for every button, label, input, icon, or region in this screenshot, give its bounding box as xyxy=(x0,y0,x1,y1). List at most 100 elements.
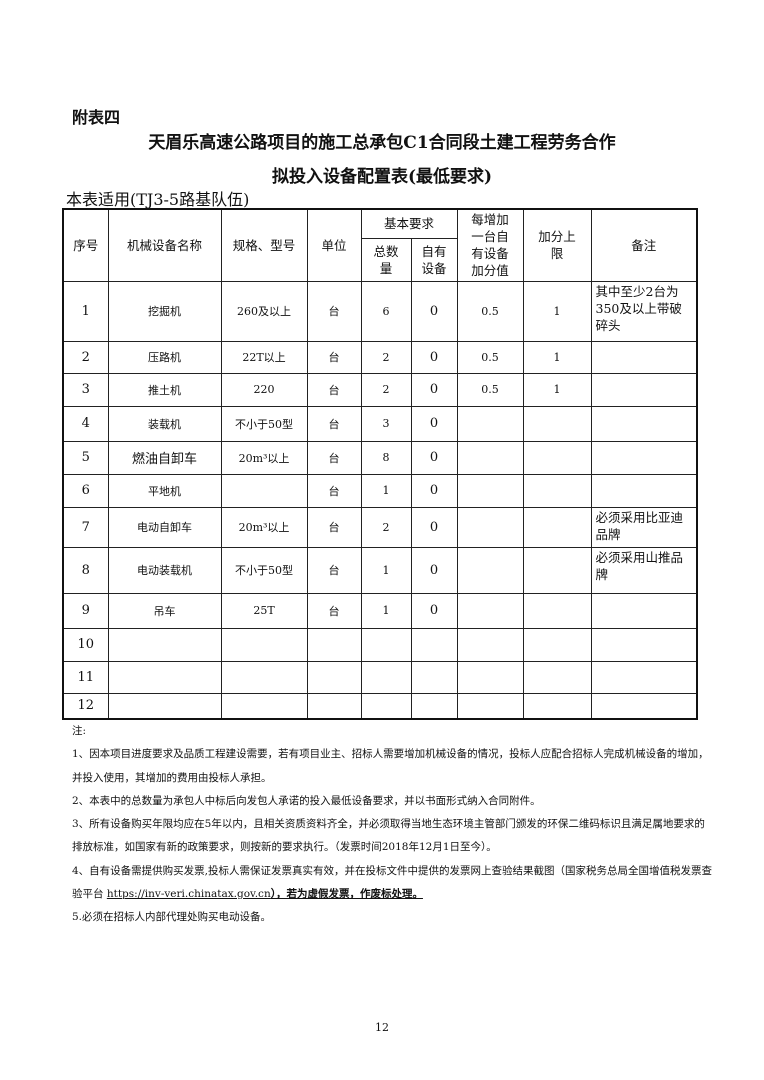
cell-unit: 台 xyxy=(306,473,362,508)
table-row: 6 平地机 台 1 0 xyxy=(62,473,698,508)
cell-unit: 台 xyxy=(306,506,362,548)
cell-spec: 260及以上 xyxy=(220,280,308,342)
cell-cap xyxy=(522,473,592,508)
cell-remark: 必须采用比亚迪品牌 xyxy=(590,506,698,548)
cell-remark xyxy=(590,405,698,442)
header-basic: 基本要求 xyxy=(360,208,458,239)
note-4-warning: ），若为虚假发票，作废标处理。 xyxy=(270,888,423,901)
table-row: 3 推土机 220 台 2 0 0.5 1 xyxy=(62,372,698,407)
cell-total: 6 xyxy=(360,280,412,342)
cell-unit xyxy=(306,692,362,720)
cell-cap xyxy=(522,405,592,442)
cell-unit: 台 xyxy=(306,405,362,442)
page-number: 12 xyxy=(375,1021,389,1034)
cell-total: 2 xyxy=(360,340,412,374)
cell-own: 0 xyxy=(410,506,458,548)
cell-bonus xyxy=(456,405,524,442)
cell-bonus xyxy=(456,440,524,475)
cell-bonus xyxy=(456,660,524,694)
cell-bonus: 0.5 xyxy=(456,340,524,374)
cell-spec xyxy=(220,627,308,662)
title-line-1: 天眉乐高速公路项目的施工总承包C1合同段土建工程劳务合作 xyxy=(148,133,616,153)
cell-own: 0 xyxy=(410,440,458,475)
cell-spec: 不小于50型 xyxy=(220,405,308,442)
cell-no: 9 xyxy=(62,592,109,629)
cell-name: 装载机 xyxy=(107,405,222,442)
table-row: 11 xyxy=(62,660,698,694)
header-own: 自有设备 xyxy=(410,237,458,282)
table-row: 9 吊车 25T 台 1 0 xyxy=(62,592,698,629)
note-4-text: 4、自有设备需提供购买发票,投标人需保证发票真实有效，并在投标文件中提供的发票网… xyxy=(72,864,713,901)
cell-no: 4 xyxy=(62,405,109,442)
cell-cap xyxy=(522,506,592,548)
cell-bonus: 0.5 xyxy=(456,372,524,407)
cell-unit: 台 xyxy=(306,592,362,629)
equipment-table: 序号 机械设备名称 规格、型号 单位 基本要求 每增加一台自有设备加分值 加分上… xyxy=(62,208,698,720)
cell-no: 12 xyxy=(62,692,109,720)
table-row: 12 xyxy=(62,692,698,720)
note-5: 5.必须在招标人内部代理处购买电动设备。 xyxy=(72,911,272,924)
cell-name: 电动自卸车 xyxy=(107,506,222,548)
cell-spec xyxy=(220,660,308,694)
notes-label: 注: xyxy=(72,725,87,737)
table-row: 5 燃油自卸车 20m³以上台 8 0 xyxy=(62,440,698,475)
table-row: 7 电动自卸车 20m³以上台 2 0 必须采用比亚迪品牌 xyxy=(62,506,698,548)
header-bonus: 每增加一台自有设备加分值 xyxy=(456,208,524,282)
cell-name xyxy=(107,692,222,720)
note-1: 1、因本项目进度要求及品质工程建设需要，若有项目业主、招标人需要增加机械设备的情… xyxy=(72,748,709,784)
cell-bonus xyxy=(456,473,524,508)
cell-cap: 1 xyxy=(522,372,592,407)
cell-name: 吊车 xyxy=(107,592,222,629)
cell-cap xyxy=(522,592,592,629)
notes: 注: 1、因本项目进度要求及品质工程建设需要，若有项目业主、招标人需要增加机械设… xyxy=(72,720,712,930)
cell-spec: 22T以上 xyxy=(220,340,308,374)
cell-cap: 1 xyxy=(522,340,592,374)
cell-spec: 25T xyxy=(220,592,308,629)
cell-no: 5 xyxy=(62,440,109,475)
cell-unit xyxy=(306,627,362,662)
cell-spec: 不小于50型 xyxy=(220,546,308,594)
appendix-label: 附表四 xyxy=(72,108,121,127)
title-line-2: 拟投入设备配置表(最低要求) xyxy=(271,167,493,187)
cell-total: 2 xyxy=(360,506,412,548)
cell-unit: 台 xyxy=(306,372,362,407)
cell-remark xyxy=(590,660,698,694)
cell-total xyxy=(360,692,412,720)
note-3: 3、所有设备购买年限均应在5年以内，且相关资质资料齐全，并必须取得当地生态环境主… xyxy=(72,818,705,854)
cell-cap xyxy=(522,440,592,475)
cell-bonus xyxy=(456,627,524,662)
header-cap: 加分上限 xyxy=(522,208,592,282)
cell-bonus xyxy=(456,692,524,720)
cell-remark xyxy=(590,372,698,407)
cell-bonus: 0.5 xyxy=(456,280,524,342)
cell-own: 0 xyxy=(410,340,458,374)
scope-note: 本表适用(TJ3-5路基队伍) xyxy=(66,190,250,209)
cell-own: 0 xyxy=(410,473,458,508)
cell-no: 10 xyxy=(62,627,109,662)
cell-remark: 其中至少2台为350及以上带破碎头 xyxy=(590,280,698,342)
header-remark: 备注 xyxy=(590,208,698,282)
verification-link[interactable]: https://inv-veri.chinatax.gov.cn xyxy=(106,888,271,901)
note-2: 2、本表中的总数量为承包人中标后向发包人承诺的投入最低设备要求，并以书面形式纳入… xyxy=(72,794,541,807)
cell-cap xyxy=(522,627,592,662)
cell-total: 3 xyxy=(360,405,412,442)
cell-own: 0 xyxy=(410,546,458,594)
cell-name xyxy=(107,627,222,662)
cell-name: 挖掘机 xyxy=(107,280,222,342)
cell-name: 平地机 xyxy=(107,473,222,508)
cell-no: 1 xyxy=(62,280,109,342)
cell-total xyxy=(360,660,412,694)
cell-total xyxy=(360,627,412,662)
cell-no: 7 xyxy=(62,506,109,548)
cell-name: 燃油自卸车 xyxy=(107,440,222,475)
cell-remark xyxy=(590,692,698,720)
cell-name xyxy=(107,660,222,694)
cell-unit: 台 xyxy=(306,546,362,594)
cell-own: 0 xyxy=(410,405,458,442)
cell-total: 1 xyxy=(360,473,412,508)
cell-bonus xyxy=(456,506,524,548)
header-unit: 单位 xyxy=(306,208,362,282)
cell-name: 压路机 xyxy=(107,340,222,374)
cell-no: 6 xyxy=(62,473,109,508)
